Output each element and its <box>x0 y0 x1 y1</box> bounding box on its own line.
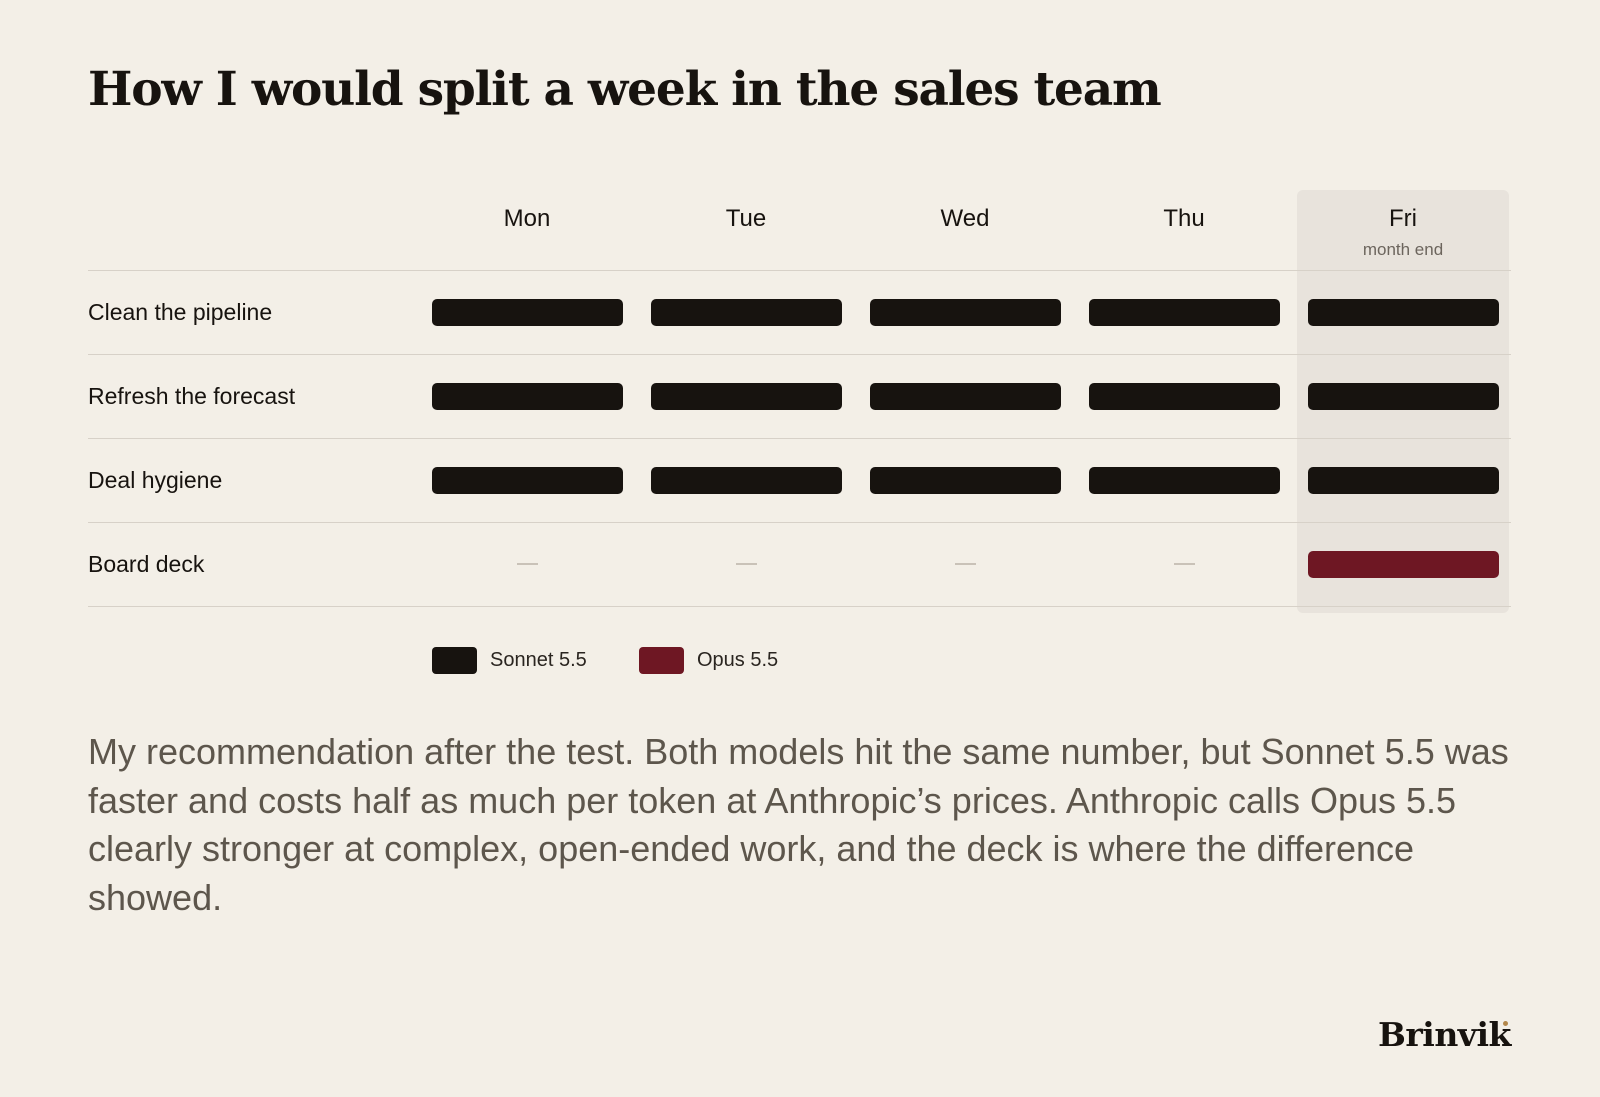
page-title: How I would split a week in the sales te… <box>88 62 1162 117</box>
sonnet-bar <box>1088 382 1280 410</box>
task-label: Clean the pipeline <box>88 299 273 325</box>
sonnet-bar <box>1307 466 1499 494</box>
row-divider <box>88 438 1511 439</box>
row-divider <box>88 522 1511 523</box>
empty-cell-dash <box>955 563 976 565</box>
opus-bar <box>1307 550 1499 578</box>
row-divider <box>88 270 1511 271</box>
day-header-thu: Thu <box>1163 205 1205 232</box>
day-header-mon: Mon <box>503 205 551 232</box>
sonnet-bar <box>1307 382 1499 410</box>
sonnet-bar <box>1088 298 1280 326</box>
legend-swatch-opus <box>639 647 684 674</box>
sonnet-bar <box>650 298 842 326</box>
sonnet-bar <box>869 382 1061 410</box>
sonnet-bar <box>431 466 623 494</box>
sonnet-bar <box>650 382 842 410</box>
task-label: Refresh the forecast <box>88 383 296 409</box>
row-divider <box>88 606 1511 607</box>
sonnet-bar <box>431 382 623 410</box>
day-header-fri: Fri <box>1389 205 1417 232</box>
sonnet-bar <box>1088 466 1280 494</box>
empty-cell-dash <box>1174 563 1195 565</box>
task-label: Deal hygiene <box>88 467 223 493</box>
recommendation-text: My recommendation after the test. Both m… <box>88 731 1509 918</box>
sonnet-bar <box>869 466 1061 494</box>
empty-cell-dash <box>736 563 757 565</box>
sonnet-bar <box>869 298 1061 326</box>
day-header-wed: Wed <box>940 205 990 232</box>
day-header-tue: Tue <box>725 205 767 232</box>
task-label: Board deck <box>88 551 205 577</box>
sonnet-bar <box>1307 298 1499 326</box>
sonnet-bar <box>650 466 842 494</box>
sonnet-bar <box>431 298 623 326</box>
legend-label-opus: Opus 5.5 <box>697 649 779 671</box>
brand-logo-dot <box>1503 1021 1508 1026</box>
legend-label-sonnet: Sonnet 5.5 <box>490 649 587 671</box>
brand-logo: Brinvik <box>1378 1015 1511 1054</box>
row-divider <box>88 354 1511 355</box>
legend-swatch-sonnet <box>432 647 477 674</box>
empty-cell-dash <box>517 563 538 565</box>
day-sublabel-fri: month end <box>1362 240 1444 259</box>
